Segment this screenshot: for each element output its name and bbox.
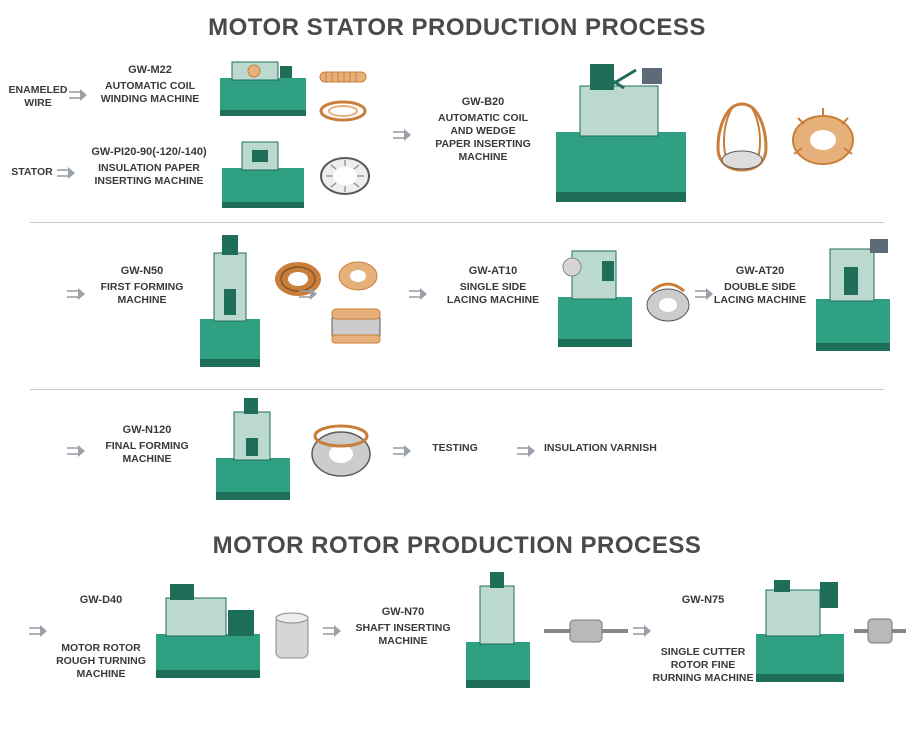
product-coil-inserted — [708, 98, 776, 176]
step-name: AUTOMATIC COILAND WEDGEPAPER INSERTINGMA… — [435, 112, 530, 163]
stator-title: MOTOR STATOR PRODUCTION PROCESS — [0, 14, 914, 42]
product-stator-ring — [318, 154, 372, 198]
step-m22-label: GW-M22 AUTOMATIC COILWINDING MACHINE — [90, 64, 210, 106]
arrow-icon — [66, 444, 86, 458]
step-name: FINAL FORMINGMACHINE — [105, 440, 188, 465]
step-name: INSULATION PAPERINSERTING MACHINE — [94, 162, 203, 187]
divider — [30, 389, 884, 390]
input-enameled-wire: ENAMELEDWIRE — [8, 84, 68, 110]
arrow-icon — [298, 287, 318, 301]
step-code: GW-N120 — [92, 424, 202, 438]
step-code: GW-AT20 — [710, 265, 810, 279]
product-formed-side — [326, 305, 386, 347]
product-rotor-fine — [852, 614, 908, 648]
machine-n50 — [194, 233, 266, 373]
arrow-icon — [322, 624, 342, 638]
arrow-icon — [516, 444, 536, 458]
step-code: GW-N50 — [92, 265, 192, 279]
step-code: GW-M22 — [90, 64, 210, 78]
stator-row-1: ENAMELEDWIRE GW-M22 AUTOMATIC COILWINDIN… — [0, 48, 914, 218]
arrow-icon — [392, 128, 412, 142]
arrow-icon — [56, 166, 76, 180]
machine-d40 — [150, 580, 266, 684]
step-code: GW-D40 — [48, 594, 154, 608]
product-rotor-shaft — [542, 616, 630, 646]
step-at10-label: GW-AT10 SINGLE SIDELACING MACHINE — [438, 265, 548, 307]
step-code: GW-B20 — [428, 96, 538, 110]
machine-b20 — [546, 60, 696, 210]
arrow-icon — [68, 88, 88, 102]
arrow-icon — [66, 287, 86, 301]
step-name: SINGLE SIDELACING MACHINE — [447, 281, 539, 306]
arrow-icon — [632, 624, 652, 638]
step-b20-label: GW-B20 AUTOMATIC COILAND WEDGEPAPER INSE… — [428, 96, 538, 164]
machine-at20 — [808, 237, 898, 357]
step-code: GW-PI20-90(-120/-140) — [78, 146, 220, 160]
step-varnish-label: INSULATION VARNISH — [544, 442, 694, 455]
product-stator-wound — [788, 104, 858, 170]
step-at20-label: GW-AT20 DOUBLE SIDELACING MACHINE — [710, 265, 810, 307]
step-n120-label: GW-N120 FINAL FORMINGMACHINE — [92, 424, 202, 466]
machine-p120 — [218, 138, 308, 210]
machine-n75 — [750, 576, 850, 688]
step-name: TESTING — [432, 442, 478, 454]
machine-m22 — [218, 56, 308, 118]
step-name: SINGLE CUTTERROTOR FINERURNING MACHINE — [650, 646, 756, 685]
stator-row-2: GW-N50 FIRST FORMINGMACHINE GW-AT10 SING… — [0, 227, 914, 385]
arrow-icon — [408, 287, 428, 301]
product-coil-flat — [318, 98, 368, 124]
product-final-formed — [308, 422, 374, 480]
step-name: SHAFT INSERTINGMACHINE — [355, 622, 450, 647]
step-n75-label: GW-N75 SINGLE CUTTERROTOR FINERURNING MA… — [650, 594, 756, 685]
product-laced-1 — [644, 275, 692, 325]
rotor-row: GW-D40 MOTOR ROTORROUGH TURNINGMACHINE G… — [0, 566, 914, 716]
product-rotor-raw — [270, 610, 314, 664]
step-p120-label: GW-PI20-90(-120/-140) INSULATION PAPERIN… — [78, 146, 220, 188]
step-name: AUTOMATIC COILWINDING MACHINE — [101, 80, 200, 105]
step-code: GW-AT10 — [438, 265, 548, 279]
machine-at10 — [552, 243, 638, 353]
step-name: FIRST FORMINGMACHINE — [101, 281, 184, 306]
step-code: GW-N70 — [348, 606, 458, 620]
divider — [30, 222, 884, 223]
input-stator: STATOR — [8, 166, 56, 179]
step-d40-label: GW-D40 MOTOR ROTORROUGH TURNINGMACHINE — [48, 594, 154, 681]
arrow-icon — [28, 624, 48, 638]
machine-n70 — [458, 570, 538, 694]
step-n50-label: GW-N50 FIRST FORMINGMACHINE — [92, 265, 192, 307]
rotor-title: MOTOR ROTOR PRODUCTION PROCESS — [0, 532, 914, 560]
stator-row-3: GW-N120 FINAL FORMINGMACHINE TESTING INS… — [0, 394, 914, 510]
step-name: INSULATION VARNISH — [544, 442, 657, 454]
step-code: GW-N75 — [650, 594, 756, 608]
step-name: DOUBLE SIDELACING MACHINE — [714, 281, 806, 306]
product-coil-wound — [318, 66, 368, 88]
step-n70-label: GW-N70 SHAFT INSERTINGMACHINE — [348, 606, 458, 648]
step-name: MOTOR ROTORROUGH TURNINGMACHINE — [48, 642, 154, 681]
arrow-icon — [392, 444, 412, 458]
machine-n120 — [208, 396, 298, 506]
product-formed-2 — [336, 257, 380, 295]
step-testing-label: TESTING — [420, 442, 490, 455]
